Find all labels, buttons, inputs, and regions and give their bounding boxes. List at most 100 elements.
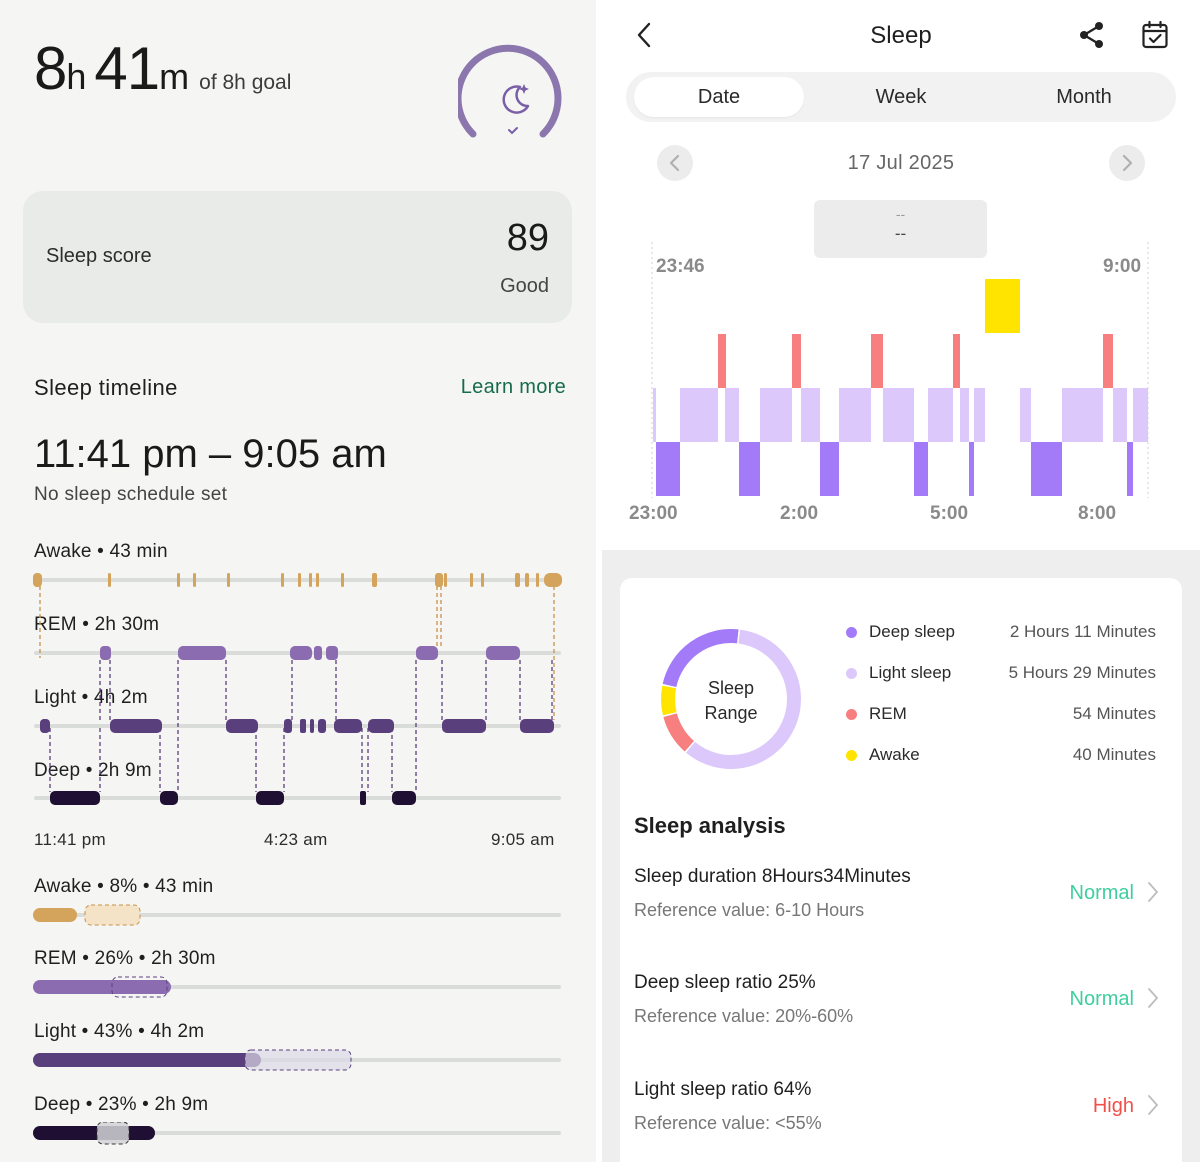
legend-value: 40 Minutes — [1072, 745, 1156, 764]
legend-dot-awake — [846, 750, 857, 761]
sleep-detail-panel: Sleep Date Week Month 17 Jul 2025 -- -- — [602, 0, 1200, 1162]
awake-typical-range — [84, 904, 141, 926]
sleep-hypnogram — [33, 573, 562, 805]
fitbit-sleep-panel: 8 h 41 m of 8h goal Sleep score 89 Good … — [0, 0, 596, 1162]
back-chevron-icon[interactable] — [630, 20, 660, 50]
x-tick-label: 8:00 — [1078, 503, 1117, 524]
light-duration-label: Light • 43% • 4h 2m — [34, 1021, 205, 1042]
chevron-right-icon — [1148, 882, 1159, 902]
tab-week[interactable]: Week — [875, 86, 927, 108]
donut-segment-deep-sleep — [662, 629, 739, 688]
sleep-time-range: 11:41 pm – 9:05 am — [34, 432, 387, 476]
timeline-start-time: 11:41 pm — [34, 830, 107, 849]
metric-status: Normal — [1069, 882, 1134, 904]
legend-name: Deep sleep — [869, 622, 956, 641]
x-tick-label: 5:00 — [930, 503, 969, 524]
learn-more-link[interactable]: Learn more — [460, 376, 566, 398]
metric-reference: Reference value: <55% — [634, 1113, 822, 1133]
sleep-summary-card: Sleep Range Deep sleep 2 Hours 11 Minute… — [620, 578, 1182, 1162]
deep-duration-label: Deep • 23% • 2h 9m — [34, 1094, 209, 1115]
page-title: Sleep — [870, 22, 932, 49]
chevron-left-icon — [669, 154, 680, 172]
donut-title: Sleep Range — [704, 678, 758, 723]
share-icon[interactable] — [1078, 20, 1106, 50]
sleep-analysis-title: Sleep analysis — [634, 813, 786, 838]
donut-segment-awake — [661, 685, 677, 716]
deep-duration-bar — [33, 1126, 155, 1140]
minutes-unit: m — [159, 56, 190, 97]
chevron-right-icon — [1148, 988, 1159, 1008]
legend-name: REM — [869, 704, 907, 723]
panel-divider — [596, 0, 602, 1162]
legend-dot-light — [846, 668, 857, 679]
timeline-mid-time: 4:23 am — [264, 830, 328, 849]
calendar-check-icon[interactable] — [1141, 20, 1169, 50]
chevron-right-icon — [1148, 1095, 1159, 1115]
moon-icon — [502, 84, 530, 114]
legend-value: 2 Hours 11 Minutes — [1009, 622, 1156, 641]
metric-label: Light sleep ratio 64% — [634, 1079, 812, 1100]
sleep-score-label: Sleep score — [46, 245, 152, 267]
next-day-button[interactable] — [1109, 145, 1145, 181]
rem-stage-label: REM • 2h 30m — [34, 614, 160, 635]
rem-duration-label: REM • 26% • 2h 30m — [34, 948, 216, 969]
sleep-score-card[interactable]: Sleep score 89 Good — [23, 191, 572, 323]
metric-label: Sleep duration 8Hours34Minutes — [634, 866, 911, 887]
hours-unit: h — [66, 56, 87, 97]
light-stage-label: Light • 4h 2m — [34, 687, 148, 708]
sleep-score-value: 89 — [506, 217, 549, 259]
donut-segment-rem — [663, 713, 695, 752]
previous-day-button[interactable] — [657, 145, 693, 181]
goal-progress-ring — [458, 44, 562, 138]
light-blocks — [653, 388, 1148, 442]
legend-dot-deep — [846, 627, 857, 638]
metric-status: Normal — [1069, 988, 1134, 1010]
legend-name: Awake — [869, 745, 920, 764]
selected-date: 17 Jul 2025 — [847, 152, 955, 174]
tooltip-line-2: -- — [894, 224, 907, 243]
chevron-right-icon — [1122, 154, 1133, 172]
total-hours: 8 — [34, 35, 67, 102]
sleep-score-rating: Good — [500, 275, 549, 297]
legend-value: 54 Minutes — [1072, 704, 1156, 723]
rem-typical-range — [111, 976, 168, 998]
tab-month[interactable]: Month — [1056, 86, 1112, 108]
deep-blocks — [656, 442, 1133, 496]
awake-block — [985, 279, 1020, 333]
sleep-goal-text: of 8h goal — [199, 71, 292, 94]
chart-end-time: 9:00 — [1103, 256, 1142, 277]
awake-duration-label: Awake • 8% • 43 min — [34, 876, 214, 897]
light-sleep-ratio-metric[interactable]: Light sleep ratio 64% Reference value: <… — [634, 1079, 1164, 1149]
awake-duration-bar — [33, 908, 77, 922]
light-typical-range — [244, 1049, 352, 1071]
chart-tooltip: -- -- — [814, 200, 987, 258]
period-tabs: Date Week Month — [626, 72, 1176, 122]
total-sleep-duration: 8 h 41 m of 8h goal — [34, 34, 291, 103]
metric-status: High — [1092, 1095, 1134, 1117]
tab-date[interactable]: Date — [634, 77, 804, 117]
rem-duration-bar — [33, 980, 171, 994]
light-duration-bar — [33, 1053, 261, 1067]
metric-reference: Reference value: 20%-60% — [634, 1006, 854, 1026]
legend-awake: Awake 40 Minutes — [846, 744, 1156, 768]
sleep-duration-metric[interactable]: Sleep duration 8Hours34Minutes Reference… — [634, 866, 1164, 936]
tooltip-line-1: -- — [895, 206, 906, 222]
legend-name: Light sleep — [869, 663, 952, 682]
legend-rem: REM 54 Minutes — [846, 703, 1156, 727]
donut-segment-light-sleep — [686, 629, 801, 769]
check-icon — [508, 127, 518, 135]
legend-dot-rem — [846, 709, 857, 720]
deep-typical-range — [96, 1122, 130, 1145]
awake-stage-label: Awake • 43 min — [34, 541, 168, 562]
legend-light-sleep: Light sleep 5 Hours 29 Minutes — [846, 662, 1156, 686]
rem-blocks — [718, 334, 1113, 388]
deep-stage-label: Deep • 2h 9m — [34, 760, 152, 781]
sleep-schedule-note: No sleep schedule set — [34, 484, 228, 505]
deep-sleep-ratio-metric[interactable]: Deep sleep ratio 25% Reference value: 20… — [634, 972, 1164, 1042]
x-tick-label: 2:00 — [780, 503, 819, 524]
sleep-range-donut — [661, 629, 801, 769]
chart-start-time: 23:46 — [656, 256, 705, 277]
metric-reference: Reference value: 6-10 Hours — [634, 900, 865, 920]
sleep-stage-chart — [651, 242, 1149, 498]
timeline-end-time: 9:05 am — [491, 830, 555, 849]
